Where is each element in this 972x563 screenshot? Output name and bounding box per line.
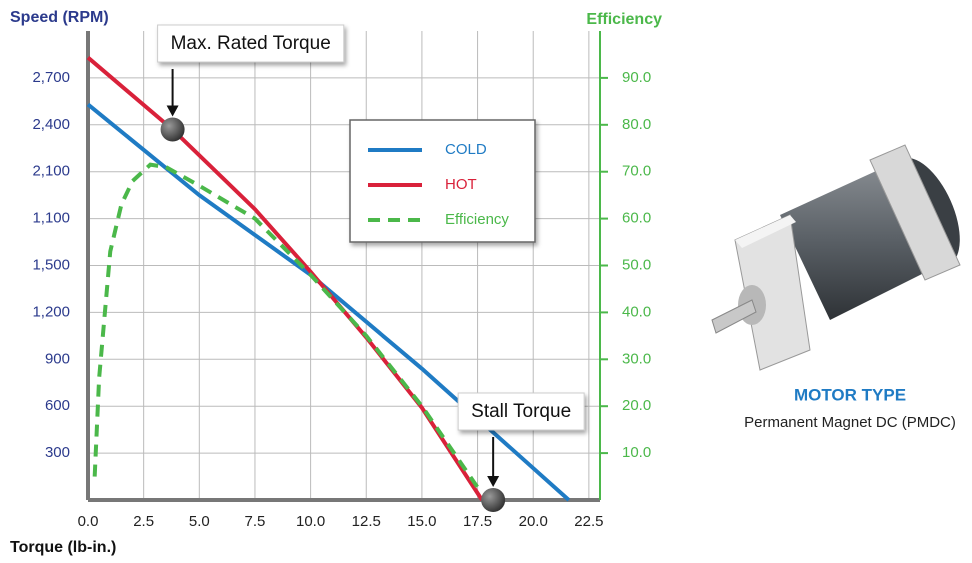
y-tick-label: 1,100 [32,210,70,227]
y2-tick-label: 20.0 [622,397,651,414]
x-tick-label: 7.5 [245,513,266,530]
legend-label: HOT [445,176,477,193]
x-axis-title: Torque (lb-in.) [10,539,116,556]
chart: MOTOR TYPE Permanent Magnet DC (PMDC) 10… [0,0,972,563]
y-tick-label: 2,400 [32,116,70,133]
y-tick-label: 2,700 [32,69,70,86]
legend-label: Efficiency [445,211,509,228]
y2-axis-title: Efficiency [586,11,662,28]
y-tick-label: 2,100 [32,163,70,180]
y-axis-title: Speed (RPM) [10,9,109,26]
y-tick-label: 300 [45,444,70,461]
y-tick-label: 600 [45,397,70,414]
y2-tick-label: 40.0 [622,303,651,320]
y2-tick-label: 70.0 [622,163,651,180]
x-tick-label: 0.0 [78,513,99,530]
y2-tick-label: 10.0 [622,444,651,461]
y2-tick-label: 80.0 [622,116,651,133]
annotation-label: Stall Torque [471,401,571,422]
annotation-label: Max. Rated Torque [171,33,331,54]
annotation-point [161,117,185,141]
y-tick-label: 900 [45,350,70,367]
legend: COLD HOT Efficiency [350,120,535,242]
y2-tick-label: 60.0 [622,210,651,227]
y2-tick-label: 90.0 [622,69,651,86]
x-tick-label: 12.5 [352,513,381,530]
x-tick-label: 17.5 [463,513,492,530]
x-tick-label: 5.0 [189,513,210,530]
motor-subtitle: Permanent Magnet DC (PMDC) [744,414,956,431]
y2-tick-label: 30.0 [622,350,651,367]
legend-label: COLD [445,141,487,158]
x-tick-label: 22.5 [574,513,603,530]
y-tick-label: 1,200 [32,303,70,320]
x-tick-label: 2.5 [133,513,154,530]
annotation-point [481,488,505,512]
y2-tick-label: 50.0 [622,256,651,273]
motor-illustration [712,145,972,370]
y-tick-label: 1,500 [32,256,70,273]
x-tick-label: 20.0 [519,513,548,530]
x-tick-label: 15.0 [407,513,436,530]
x-tick-label: 10.0 [296,513,325,530]
motor-title: MOTOR TYPE [794,385,906,404]
